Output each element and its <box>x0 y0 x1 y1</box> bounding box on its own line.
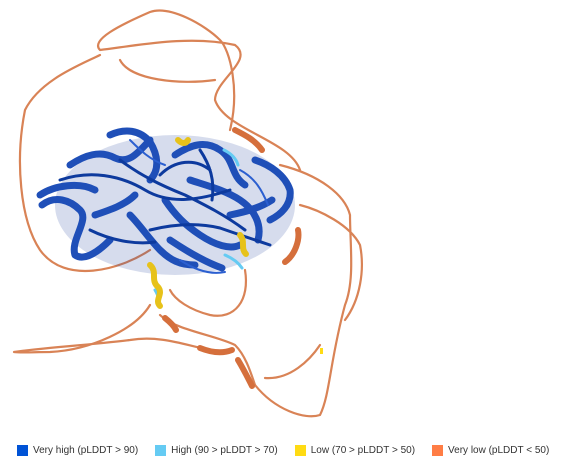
legend-item-high: High (90 > pLDDT > 70) <box>155 444 278 456</box>
low-confidence-helices <box>147 137 249 309</box>
legend-label-high: High (90 > pLDDT > 70) <box>171 444 278 456</box>
low-confidence-marker <box>320 348 323 354</box>
legend-item-very-high: Very high (pLDDT > 90) <box>17 444 139 456</box>
low-swatch <box>294 444 306 456</box>
very-high-swatch <box>17 444 28 456</box>
legend-label-very-low: Very low (pLDDT < 50) <box>448 444 550 456</box>
very-low-confidence-ribbons <box>162 127 302 389</box>
high-swatch <box>155 444 167 456</box>
legend-label-very-high: Very high (pLDDT > 90) <box>33 444 139 456</box>
protein-structure-image <box>12 9 363 418</box>
legend-label-low: Low (70 > pLDDT > 50) <box>310 444 416 456</box>
very-low-confidence-loops <box>12 9 363 418</box>
very-low-swatch <box>432 444 444 456</box>
very-high-confidence-core <box>36 127 295 275</box>
structure-viewer[interactable] <box>0 0 567 430</box>
confidence-legend: Very high (pLDDT > 90) High (90 > pLDDT … <box>17 440 567 460</box>
legend-item-low: Low (70 > pLDDT > 50) <box>294 444 416 456</box>
legend-item-very-low: Very low (pLDDT < 50) <box>432 444 550 456</box>
